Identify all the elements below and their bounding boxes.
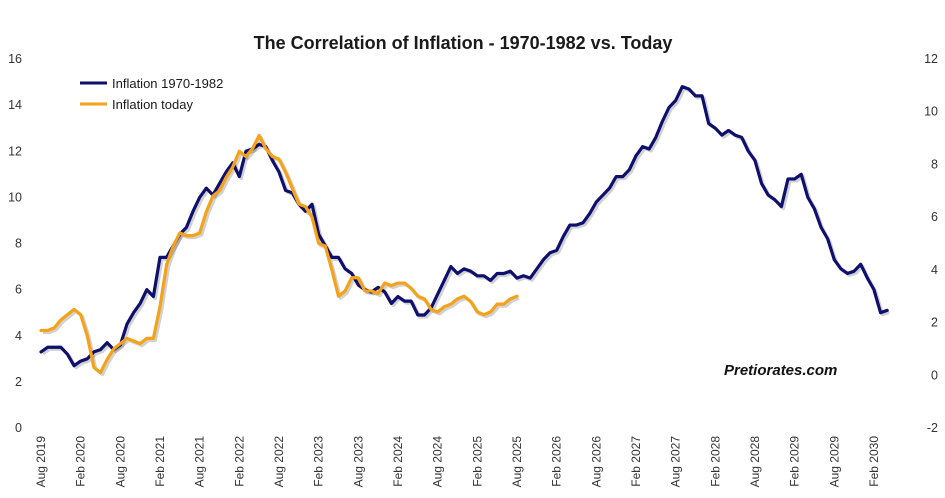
x-axis-tick-label: Feb 2021 <box>153 436 167 487</box>
x-axis-tick-label: Aug 2027 <box>669 436 683 488</box>
right-axis-tick-label: 12 <box>924 52 938 66</box>
right-axis-tick-label: 0 <box>931 368 938 382</box>
x-axis-tick-label: Aug 2029 <box>827 436 841 488</box>
left-axis-tick-label: 0 <box>15 421 22 435</box>
x-axis-tick-label: Feb 2030 <box>867 436 881 487</box>
left-axis-tick-label: 14 <box>8 98 22 112</box>
left-axis-tick-label: 6 <box>15 283 22 297</box>
left-axis-tick-label: 2 <box>15 375 22 389</box>
legend-label-inflation-1970-1982: Inflation 1970-1982 <box>112 76 223 91</box>
series-line-inflation-1970-1982 <box>39 85 889 368</box>
right-axis-tick-label: 10 <box>924 105 938 119</box>
x-axis-tick-label: Aug 2021 <box>193 436 207 488</box>
x-axis-tick-label: Aug 2023 <box>351 436 365 488</box>
right-axis-tick-label: 6 <box>931 210 938 224</box>
right-y-axis: -2 0 2 4 6 8 10 12 <box>924 52 938 435</box>
left-axis-tick-label: 12 <box>8 144 22 158</box>
legend: Inflation 1970-1982 Inflation today <box>80 76 223 112</box>
x-axis-tick-label: Aug 2025 <box>510 436 524 488</box>
series-shadow <box>42 87 890 370</box>
x-axis-tick-label: Aug 2019 <box>34 436 48 488</box>
x-axis-tick-label: Aug 2020 <box>113 436 127 488</box>
left-axis-tick-label: 16 <box>8 52 22 66</box>
x-axis-tick-label: Feb 2023 <box>312 436 326 487</box>
right-axis-tick-label: 4 <box>931 263 938 277</box>
x-axis-tick-label: Aug 2028 <box>748 436 762 488</box>
series-line-inflation-today <box>39 133 519 375</box>
left-axis-tick-label: 4 <box>15 329 22 343</box>
chart-title: The Correlation of Inflation - 1970-1982… <box>254 33 673 53</box>
x-axis-tick-label: Feb 2026 <box>550 436 564 487</box>
watermark-text: Pretiorates.com <box>724 362 837 379</box>
x-axis-tick-label: Feb 2022 <box>232 436 246 487</box>
x-axis-tick-label: Feb 2029 <box>788 436 802 487</box>
left-axis-tick-label: 10 <box>8 190 22 204</box>
x-axis-tick-label: Aug 2026 <box>589 436 603 488</box>
left-axis-tick-label: 8 <box>15 237 22 251</box>
x-axis-tick-label: Feb 2024 <box>391 436 405 487</box>
x-axis-tick-label: Feb 2020 <box>74 436 88 487</box>
x-axis-tick-label: Aug 2022 <box>272 436 286 488</box>
right-axis-tick-label: 2 <box>931 316 938 330</box>
x-axis-tick-label: Feb 2027 <box>629 436 643 487</box>
x-axis-tick-label: Feb 2028 <box>708 436 722 487</box>
right-axis-tick-label: -2 <box>927 421 938 435</box>
legend-label-inflation-today: Inflation today <box>112 97 193 112</box>
right-axis-tick-label: 8 <box>931 157 938 171</box>
x-axis-tick-label: Aug 2024 <box>431 436 445 488</box>
left-y-axis: 0 2 4 6 8 10 12 14 16 <box>8 52 22 435</box>
series-lines <box>39 85 890 377</box>
x-axis-tick-label: Feb 2025 <box>470 436 484 487</box>
x-axis: Aug 2019 Feb 2020 Aug 2020 Feb 2021 Aug 2021… <box>34 436 881 488</box>
